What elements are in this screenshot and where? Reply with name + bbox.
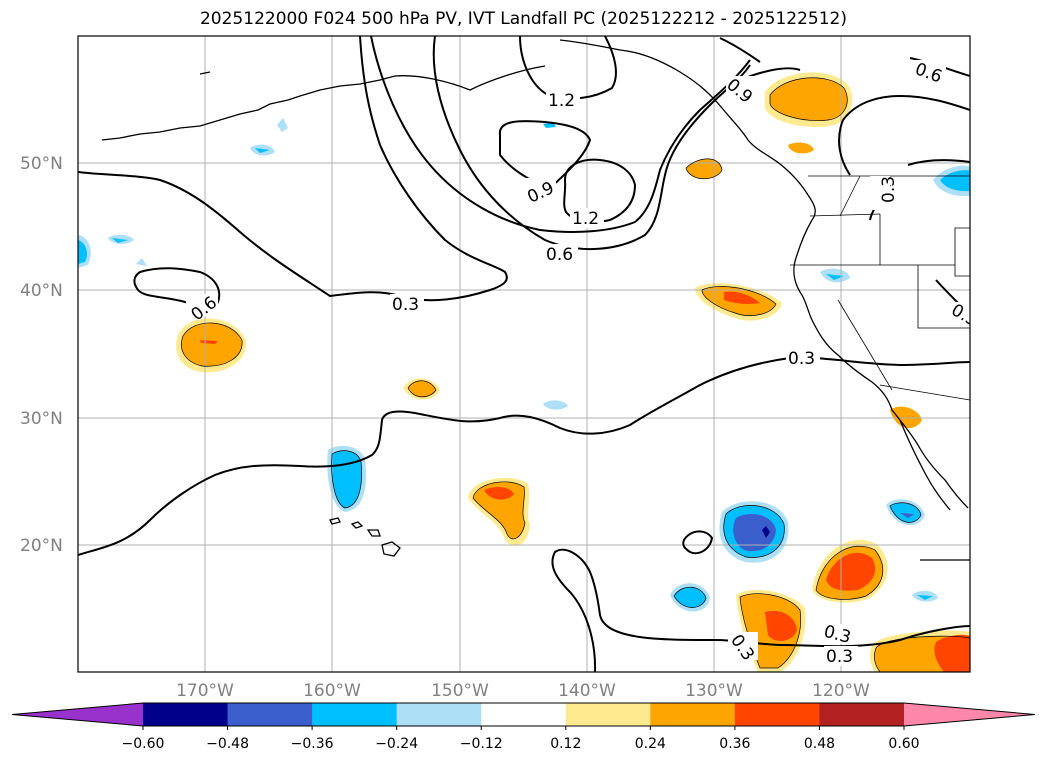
contour-label-group: 1.2 0.9 1.2 0.6 0.3 0.6 0.9 0.6 0.3 0.3 … [186, 59, 970, 667]
political-borders [790, 175, 970, 401]
anomaly-blob [408, 380, 436, 397]
lon-label: 150°W [431, 681, 489, 701]
colorbar-segment [819, 703, 905, 726]
latitude-axis: 50°N 40°N 30°N 20°N [20, 154, 63, 556]
lon-label: 160°W [303, 681, 361, 701]
filled-contours [78, 72, 970, 672]
contour-label: 0.3 [826, 647, 853, 667]
lon-label: 140°W [558, 681, 616, 701]
colorbar-segment [650, 703, 736, 726]
colorbar: −0.60 −0.48 −0.36 −0.24 −0.12 0.12 0.24 0.36 0.4… [11, 702, 1036, 752]
colorbar-segment [396, 703, 482, 726]
lat-label: 40°N [20, 281, 63, 301]
map-title: 2025122000 F024 500 hPa PV, IVT Landfall… [199, 9, 847, 29]
contour-label: 1.2 [548, 91, 575, 111]
lat-label: 30°N [20, 409, 63, 429]
lat-label: 20°N [20, 536, 63, 556]
lon-label: 120°W [812, 681, 870, 701]
colorbar-tick-label: −0.36 [291, 736, 334, 752]
colorbar-tick-label: 0.36 [719, 736, 750, 752]
colorbar-segment [143, 703, 229, 726]
longitude-axis: 170°W 160°W 150°W 140°W 130°W 120°W [176, 681, 870, 701]
anomaly-blob [890, 406, 922, 429]
colorbar-segment [481, 703, 567, 726]
coastlines [101, 39, 970, 561]
lon-label: 130°W [685, 681, 743, 701]
contour-label: 0.3 [788, 349, 815, 369]
colorbar-tick-label: −0.12 [460, 736, 503, 752]
colorbar-tick-label: −0.48 [206, 736, 249, 752]
colorbar-tick-label: 0.12 [550, 736, 581, 752]
lat-label: 50°N [20, 154, 63, 174]
anomaly-blob [770, 77, 848, 121]
plot-frame [77, 35, 971, 673]
contour-label: 0.3 [879, 176, 899, 203]
anomaly-blob [686, 158, 722, 179]
anomaly-outlines [181, 77, 970, 672]
anomaly-blob [940, 170, 970, 192]
colorbar-tick-label: 0.24 [635, 736, 666, 752]
colorbar-extend-high [904, 703, 1035, 726]
colorbar-tick-label: 0.60 [888, 736, 919, 752]
contour-label: 1.2 [572, 209, 599, 229]
anomaly-blob [473, 481, 525, 539]
colorbar-tick-label: −0.24 [375, 736, 418, 752]
colorbar-tick-label: 0.48 [804, 736, 835, 752]
contour-label: 0.6 [546, 245, 573, 265]
lon-label: 170°W [176, 681, 234, 701]
colorbar-extend-low [12, 703, 143, 726]
colorbar-segment [227, 703, 313, 726]
contour-label: 0.3 [392, 295, 419, 315]
colorbar-segment [734, 703, 820, 726]
anomaly-blob [181, 322, 243, 367]
colorbar-segment [312, 703, 398, 726]
colorbar-segment [565, 703, 651, 726]
anomaly-blob [674, 587, 706, 608]
colorbar-tick-label: −0.60 [122, 736, 165, 752]
